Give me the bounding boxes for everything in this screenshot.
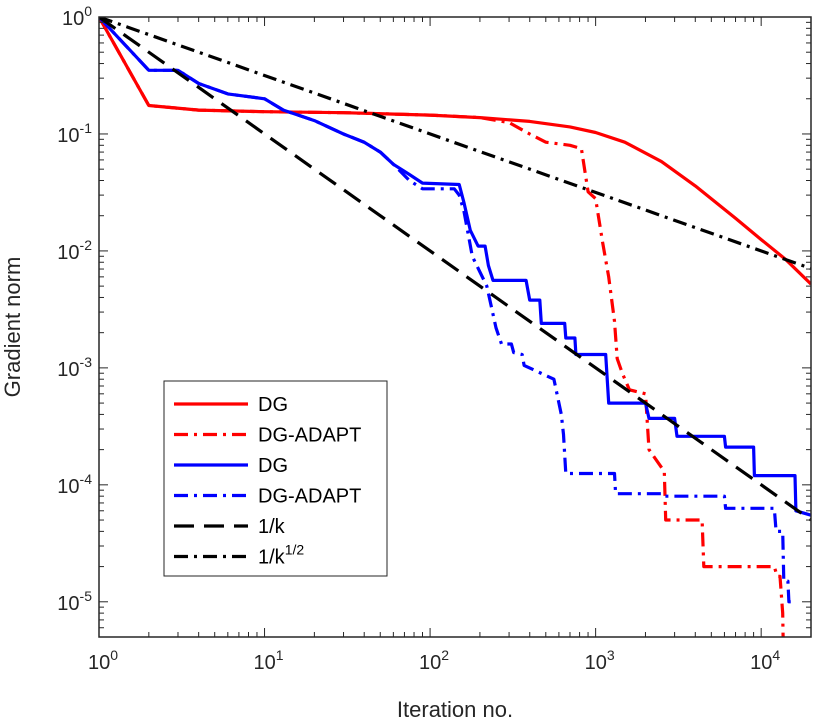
legend-label-5: 1/k: [258, 516, 286, 538]
legend-box: [163, 380, 388, 577]
x-tick-label: 101: [254, 647, 284, 674]
series-line-2: [99, 17, 785, 637]
x-tick-label: 104: [750, 647, 780, 674]
legend-label-4: DG-ADAPT: [258, 486, 361, 508]
legend-label-6: 1/k1/2: [258, 542, 304, 569]
legend: DG DG-ADAPT DG DG-ADAPT 1/k 1/k1/2: [163, 380, 388, 577]
series-line-5: [99, 17, 811, 522]
legend-label-2: DG-ADAPT: [258, 425, 361, 447]
series-line-4: [99, 17, 795, 604]
y-tick-label: 10-2: [57, 237, 92, 264]
x-axis-title: Iteration no.: [397, 697, 513, 722]
y-tick-label: 100: [62, 3, 92, 30]
y-tick-label: 10-5: [57, 588, 92, 615]
y-tick-label: 10-3: [57, 354, 92, 381]
ticks-layer: [98, 16, 812, 637]
series-line-6: [99, 17, 811, 271]
legend-label-3: DG: [258, 455, 288, 477]
y-tick-label: 10-1: [57, 120, 92, 147]
legend-label-1: DG: [258, 394, 288, 416]
tick-labels-layer: 100 101 102 103 104 100 10-1 10-2 10-3 10-4 10-5: [57, 3, 780, 674]
x-tick-label: 102: [419, 647, 449, 674]
y-axis-title: Gradient norm: [0, 257, 25, 398]
series-layer: [99, 17, 811, 637]
y-tick-label: 10-4: [57, 471, 92, 498]
x-tick-label: 103: [585, 647, 615, 674]
x-tick-label: 100: [88, 647, 118, 674]
plot-frame: [98, 16, 812, 638]
